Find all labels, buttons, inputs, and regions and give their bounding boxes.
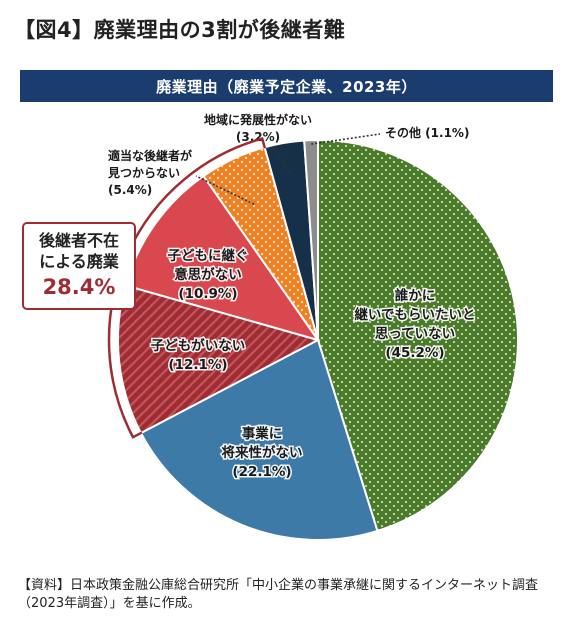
- pie-chart: 誰かに継いでもらいたいと思っていない(45.2%) 事業に将来性がない(22.1%…: [106, 111, 519, 541]
- slice-label: 子どもに継ぐ意思がない(10.9%): [168, 247, 249, 302]
- group-label-line-2: による廃業: [39, 252, 119, 271]
- leader-line: [311, 133, 381, 145]
- slice-label: 適当な後継者が見つからない(5.4%): [107, 148, 192, 197]
- slice-label: 事業に将来性がない(22.1%): [222, 425, 303, 480]
- pie-slice: [303, 138, 319, 341]
- group-label-line-1: 後継者不在: [38, 231, 119, 250]
- slice-label: 地域に発展性がない(3.2%): [204, 112, 312, 144]
- slice-label: その他 (1.1%): [385, 125, 469, 140]
- leader-line: [195, 175, 255, 205]
- chart-title: 廃業理由（廃業予定企業、2023年）: [20, 70, 553, 102]
- group-value: 28.4%: [42, 275, 116, 299]
- group-callout: 後継者不在 による廃業 28.4%: [22, 222, 136, 310]
- pie-slice: [317, 138, 519, 533]
- figure-title: 【図4】廃業理由の3割が後継者難: [14, 18, 346, 42]
- slice-label: 子どもがいない(12.1%): [151, 337, 246, 373]
- source-note: 【資料】日本政策金融公庫総合研究所「中小企業の事業承継に関するインターネット調査…: [18, 578, 539, 611]
- slice-label: 誰かに継いでもらいたいと思っていない(45.2%): [354, 287, 475, 361]
- pie-slice: [139, 338, 379, 541]
- leader-line: [271, 145, 290, 173]
